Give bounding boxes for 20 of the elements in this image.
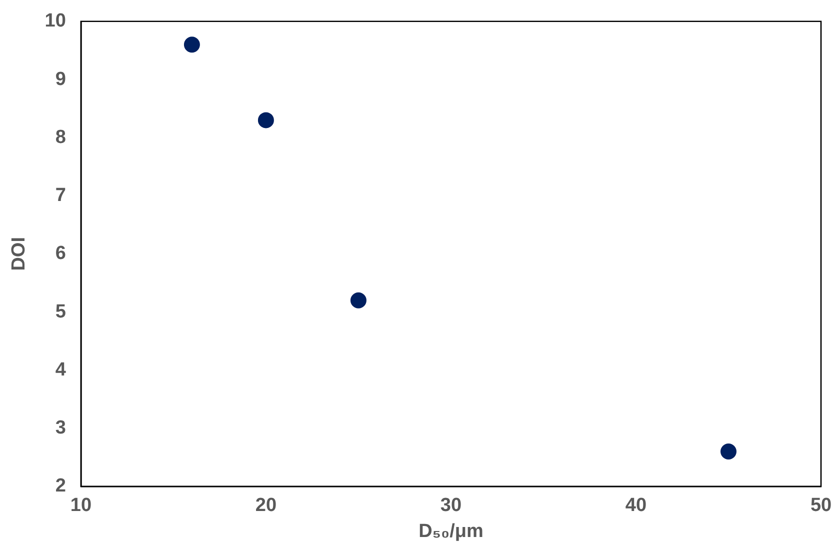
y-tick-label: 9 — [55, 68, 66, 90]
x-axis-title: D₅₀/μm — [418, 520, 484, 542]
point — [350, 292, 366, 308]
y-tick-label: 4 — [55, 359, 66, 380]
x-tick-label: 10 — [70, 495, 92, 516]
y-tick-label: 5 — [55, 301, 66, 322]
y-tick-label: 10 — [44, 10, 66, 32]
y-tick-label: 8 — [55, 126, 66, 148]
y-tick-label: 2 — [55, 476, 66, 497]
x-tick-label: 50 — [810, 495, 832, 516]
y-axis-title: DOI — [8, 237, 30, 271]
point — [184, 36, 200, 53]
x-tick-label: 40 — [625, 495, 647, 516]
point — [720, 444, 736, 460]
y-tick-label: 6 — [55, 243, 66, 264]
point — [258, 112, 274, 128]
x-tick-label: 30 — [440, 495, 462, 516]
y-tick-label: 7 — [55, 185, 66, 206]
x-tick-label: 20 — [255, 495, 277, 516]
y-tick-label: 3 — [55, 418, 66, 439]
